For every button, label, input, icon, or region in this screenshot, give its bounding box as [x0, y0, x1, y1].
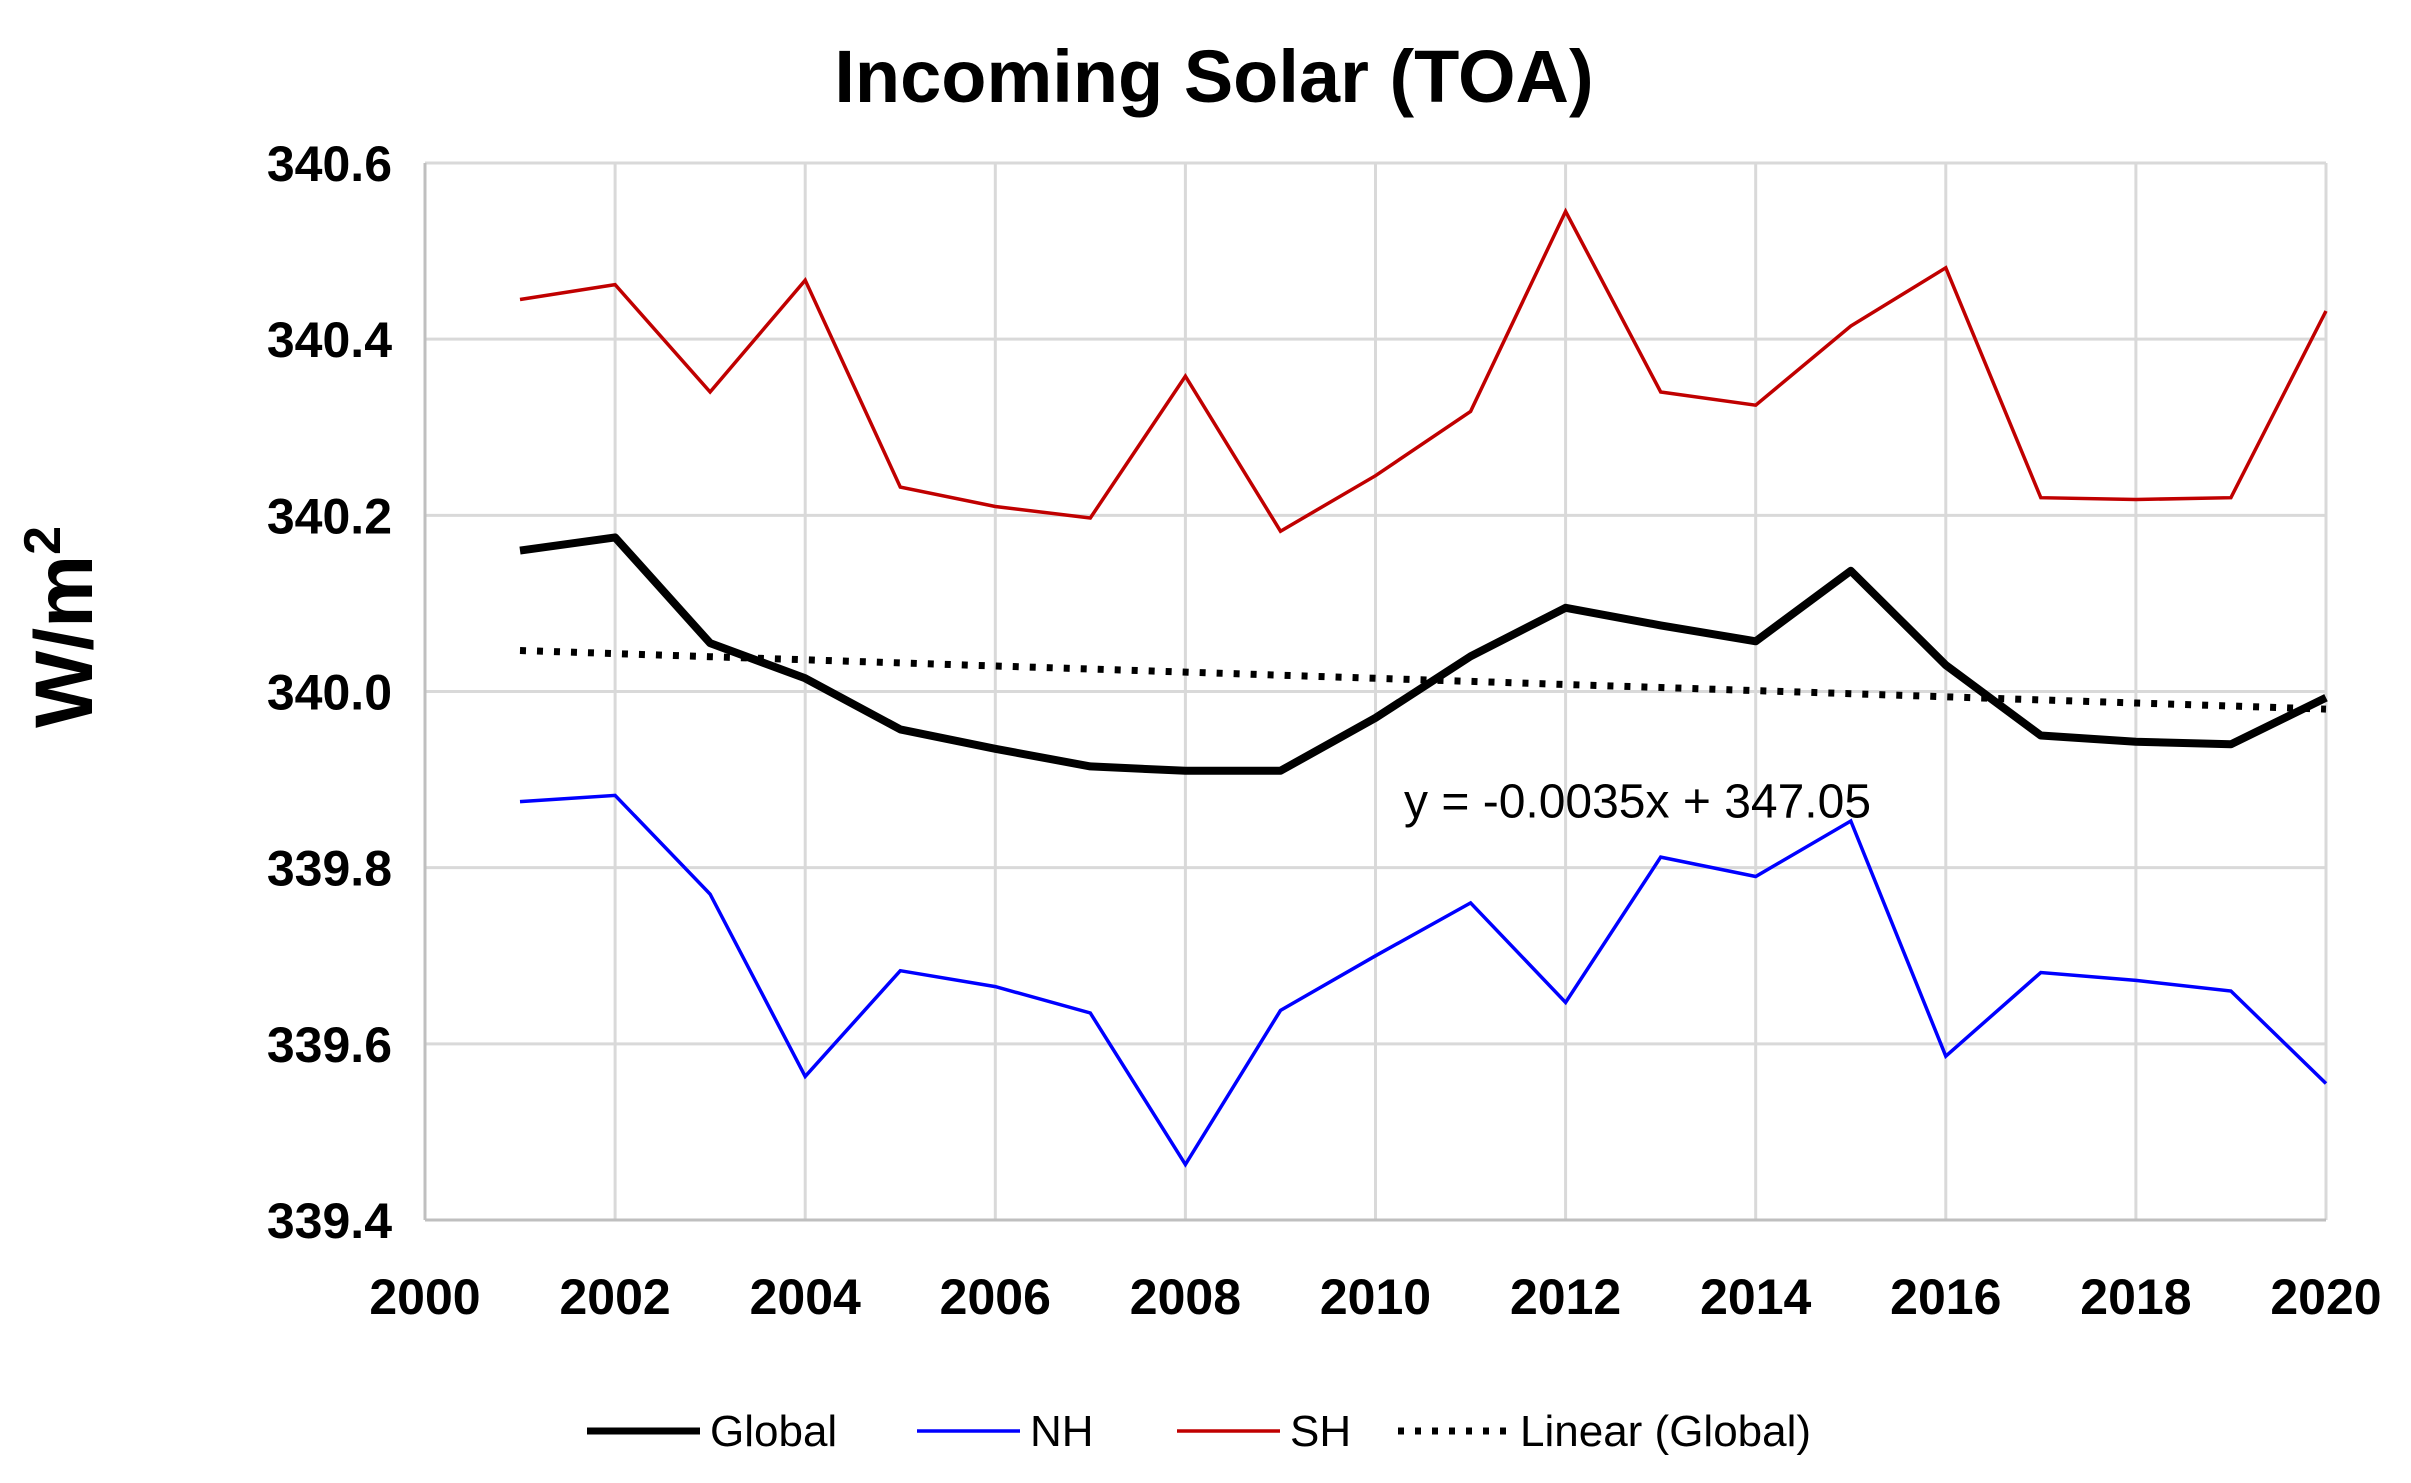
svg-text:W/m2: W/m2	[14, 526, 110, 728]
x-tick-label: 2000	[369, 1269, 480, 1325]
y-tick-label: 339.8	[267, 841, 392, 897]
y-tick-label: 340.2	[267, 488, 392, 544]
y-tick-label: 340.4	[267, 312, 392, 368]
x-tick-label: 2004	[750, 1269, 861, 1325]
y-tick-label: 340.0	[267, 665, 392, 721]
chart-title: Incoming Solar (TOA)	[834, 35, 1593, 118]
annotations: y = -0.0035x + 347.05	[1404, 776, 1871, 829]
x-tick-label: 2012	[1510, 1269, 1621, 1325]
x-tick-label: 2016	[1890, 1269, 2001, 1325]
legend-label-global: Global	[710, 1407, 837, 1456]
axes	[423, 163, 2326, 1222]
x-tick-label: 2018	[2080, 1269, 2191, 1325]
x-tick-label: 2008	[1130, 1269, 1241, 1325]
legend-label-sh: SH	[1290, 1407, 1351, 1456]
y-axis-label: W/m2	[14, 526, 110, 728]
series-line-sh	[519, 207, 2328, 534]
legend-label-linear-global: Linear (Global)	[1520, 1407, 1811, 1456]
trendline-equation: y = -0.0035x + 347.05	[1404, 776, 1871, 829]
series-line-nh	[519, 793, 2328, 1168]
y-tick-label: 340.6	[267, 136, 392, 192]
legend: Global NH SH Linear (Global)	[587, 1407, 1811, 1456]
legend-label-nh: NH	[1030, 1407, 1094, 1456]
x-tick-label: 2014	[1700, 1269, 1811, 1325]
x-tick-labels: 2000 2002 2004 2006 2008 2010 2012 2014 2016 2018…	[369, 1269, 2381, 1325]
x-tick-label: 2010	[1320, 1269, 1431, 1325]
y-axis-label-text: W/m	[19, 555, 110, 728]
grid	[423, 161, 2328, 1222]
series-line-global	[519, 533, 2328, 775]
y-tick-label: 339.6	[267, 1017, 392, 1073]
series-line-linear-global	[519, 647, 2327, 713]
x-tick-label: 2002	[559, 1269, 670, 1325]
x-tick-label: 2006	[940, 1269, 1051, 1325]
y-tick-labels: 339.4 339.6 339.8 340.0 340.2 340.4 340.6	[267, 136, 392, 1249]
x-tick-label: 2020	[2270, 1269, 2381, 1325]
y-axis-label-superscript: 2	[14, 526, 72, 555]
y-tick-label: 339.4	[267, 1193, 392, 1249]
series	[519, 207, 2328, 1168]
